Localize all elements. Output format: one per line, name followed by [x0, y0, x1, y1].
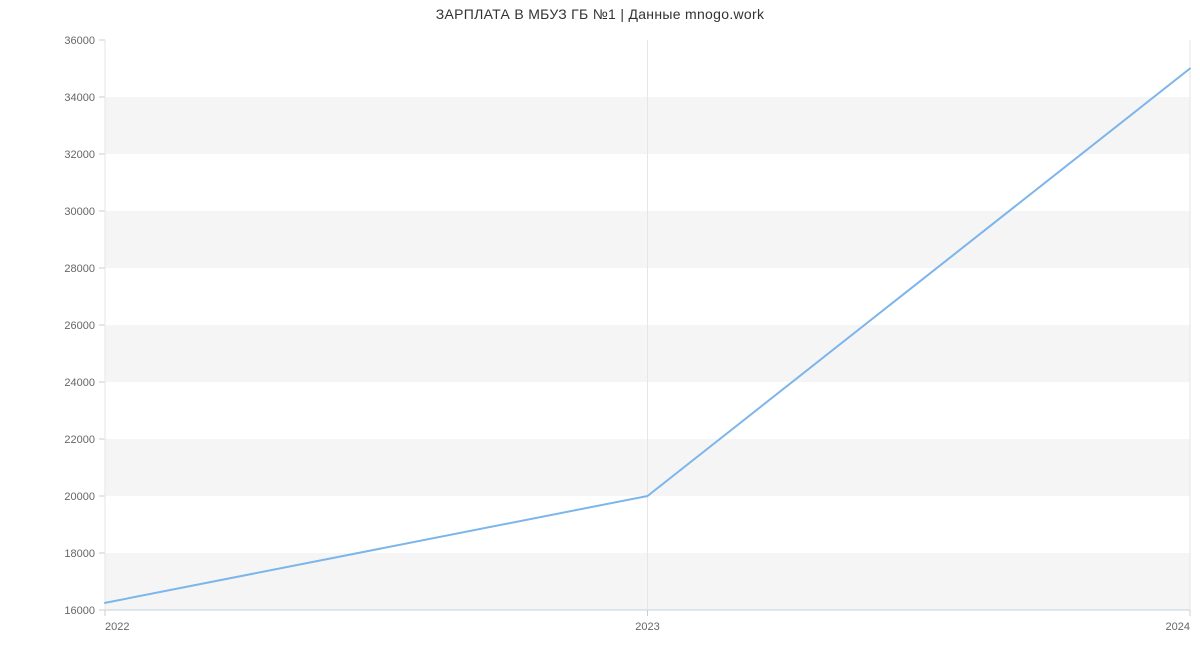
y-tick-label: 32000 [64, 149, 95, 161]
x-tick-label: 2024 [1166, 621, 1190, 633]
y-tick-label: 18000 [64, 548, 95, 560]
x-tick-label: 2023 [635, 621, 659, 633]
y-tick-label: 20000 [64, 491, 95, 503]
y-tick-label: 30000 [64, 206, 95, 218]
x-tick-label: 2022 [105, 621, 129, 633]
chart-svg: 16000 18000 20000 22000 24000 26000 28000 30000… [0, 0, 1200, 650]
y-tick-label: 24000 [64, 377, 95, 389]
y-tick-label: 28000 [64, 263, 95, 275]
y-tick-label: 34000 [64, 92, 95, 104]
y-tick-label: 26000 [64, 320, 95, 332]
y-tick-label: 16000 [64, 605, 95, 617]
salary-line-chart: ЗАРПЛАТА В МБУЗ ГБ №1 | Данные mnogo.wor… [0, 0, 1200, 650]
y-tick-label: 22000 [64, 434, 95, 446]
y-tick-label: 36000 [64, 35, 95, 47]
